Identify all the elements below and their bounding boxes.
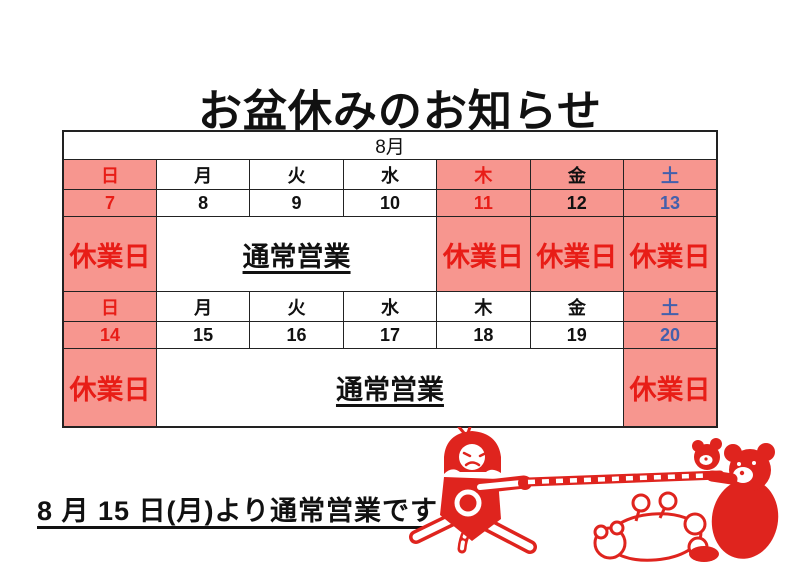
weekday-cell: 金 [529,291,625,322]
open-cell: 通常営業 [155,348,625,427]
date-cell: 14 [62,321,157,349]
kintaro-figure [409,427,537,554]
status-row: 休業日 通常営業 休業日 [62,348,718,427]
date-cell: 8 [155,189,251,217]
closed-cell: 休業日 [623,216,718,292]
pulling-bears [689,438,779,562]
closed-cell: 休業日 [62,348,157,427]
open-cell: 通常営業 [155,216,438,292]
weekday-cell: 土 [623,159,718,190]
weekday-cell: 日 [62,159,157,190]
date-cell: 15 [155,321,251,349]
date-cell: 11 [436,189,531,217]
weekday-row: 日 月 火 水 木 金 土 [62,291,718,322]
closed-cell: 休業日 [623,348,718,427]
closed-cell: 休業日 [436,216,531,292]
weekday-row: 日 月 火 水 木 金 土 [62,159,718,190]
date-cell: 20 [623,321,718,349]
date-row: 14 15 16 17 18 19 20 [62,321,718,349]
closed-cell: 休業日 [529,216,625,292]
reopening-note: 8 月 15 日(月)より通常営業です [37,496,438,526]
weekday-cell: 水 [342,291,438,322]
date-cell: 17 [342,321,438,349]
date-cell: 18 [436,321,531,349]
closed-cell: 休業日 [62,216,157,292]
month-header-row: 8月 [62,130,718,160]
august-calendar-table: 8月 日 月 火 水 木 金 土 7 8 9 10 11 12 13 休業日 通… [62,130,718,428]
status-row: 休業日 通常営業 休業日 休業日 休業日 [62,216,718,292]
date-row: 7 8 9 10 11 12 13 [62,189,718,217]
date-cell: 10 [342,189,438,217]
weekday-cell: 火 [249,159,344,190]
weekday-cell: 金 [529,159,625,190]
weekday-cell: 木 [436,159,531,190]
month-header: 8月 [62,130,718,160]
date-cell: 13 [623,189,718,217]
date-cell: 9 [249,189,344,217]
weekday-cell: 月 [155,159,251,190]
date-cell: 16 [249,321,344,349]
date-cell: 19 [529,321,625,349]
weekday-cell: 木 [436,291,531,322]
page-title: お盆休みのお知らせ [197,87,603,137]
weekday-cell: 水 [342,159,438,190]
weekday-cell: 土 [623,291,718,322]
weekday-cell: 日 [62,291,157,322]
tug-of-war-illustration [409,427,779,562]
date-cell: 12 [529,189,625,217]
rope [523,470,725,487]
weekday-cell: 月 [155,291,251,322]
weekday-cell: 火 [249,291,344,322]
date-cell: 7 [62,189,157,217]
